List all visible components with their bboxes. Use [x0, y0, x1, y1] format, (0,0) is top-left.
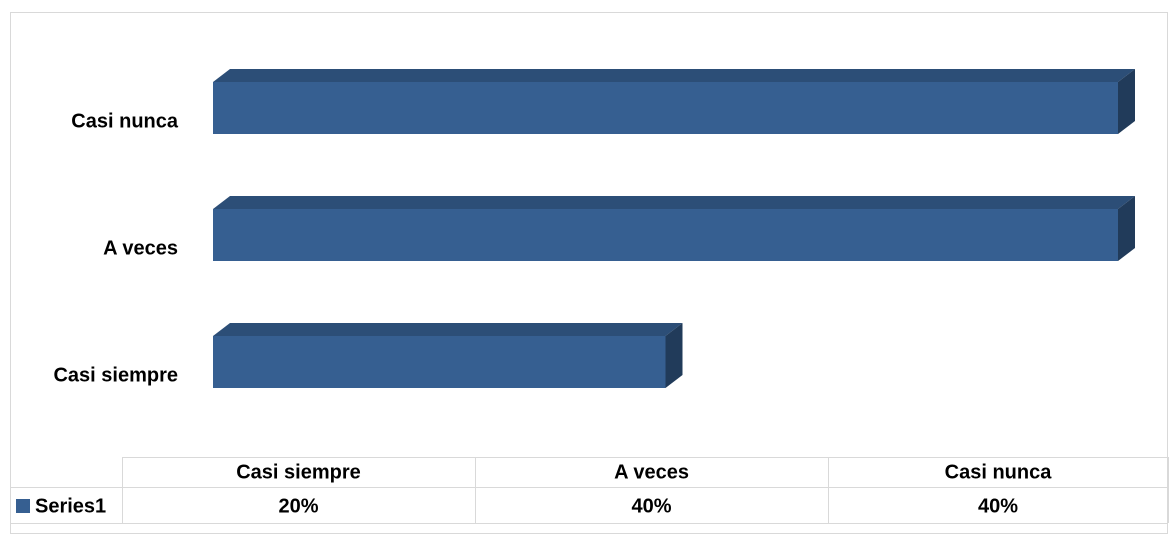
bar-side	[665, 323, 683, 388]
bar	[213, 69, 1135, 134]
bar-front	[213, 336, 666, 388]
bar-top	[213, 323, 683, 336]
bar-side	[1118, 196, 1135, 261]
legend-key	[16, 499, 30, 513]
value-label: 20%	[278, 495, 318, 517]
bar	[213, 323, 683, 388]
bar-side	[1118, 69, 1135, 134]
bar	[213, 196, 1135, 261]
bar-top	[213, 196, 1135, 209]
table-header: Casi siempre	[236, 461, 361, 483]
value-label: 40%	[978, 495, 1018, 517]
bar-top	[213, 69, 1135, 82]
legend-label: Series1	[35, 495, 106, 517]
category-label: Casi nunca	[71, 110, 179, 132]
bar-front	[213, 82, 1118, 134]
category-label: A veces	[103, 237, 178, 259]
bar-front	[213, 209, 1118, 261]
table-header: A veces	[614, 461, 689, 483]
value-label: 40%	[631, 495, 671, 517]
category-label: Casi siempre	[53, 364, 178, 386]
table-header: Casi nunca	[945, 461, 1053, 483]
